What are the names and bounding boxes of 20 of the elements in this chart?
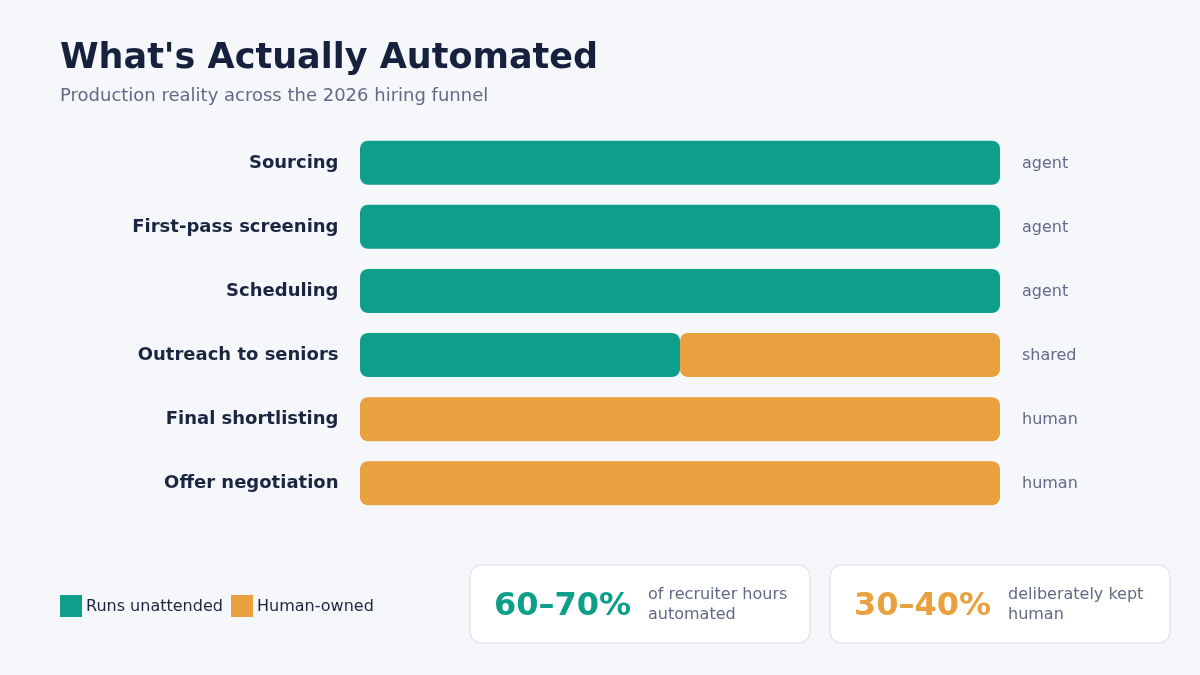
y-tick-label: Offer negotiation	[164, 471, 339, 493]
text: agent	[1022, 152, 1069, 172]
text: 60–70%	[494, 585, 632, 623]
text: human	[1022, 409, 1078, 429]
legend-label: Runs unattended	[86, 596, 223, 615]
text: shared	[1022, 345, 1077, 365]
text: 30–40%	[854, 585, 992, 623]
y-tick-label: Sourcing	[248, 150, 339, 172]
y-tick-label: Outreach to seniors	[137, 343, 339, 365]
chart-title: What's Actually Automated	[60, 36, 599, 76]
legend-label: Human-owned	[257, 596, 374, 615]
text: agent	[1022, 216, 1069, 236]
y-tick-label: Scheduling	[226, 278, 339, 300]
text: deliberately kept human	[1008, 584, 1144, 623]
y-tick-label: First-pass screening	[132, 214, 339, 236]
text: of recruiter hours automated	[648, 584, 788, 623]
text: agent	[1022, 280, 1069, 300]
y-tick-label: Final shortlisting	[165, 407, 339, 429]
chart-subtitle: Production reality across the 2026 hiring funnel	[60, 84, 489, 105]
text: human	[1022, 473, 1078, 493]
